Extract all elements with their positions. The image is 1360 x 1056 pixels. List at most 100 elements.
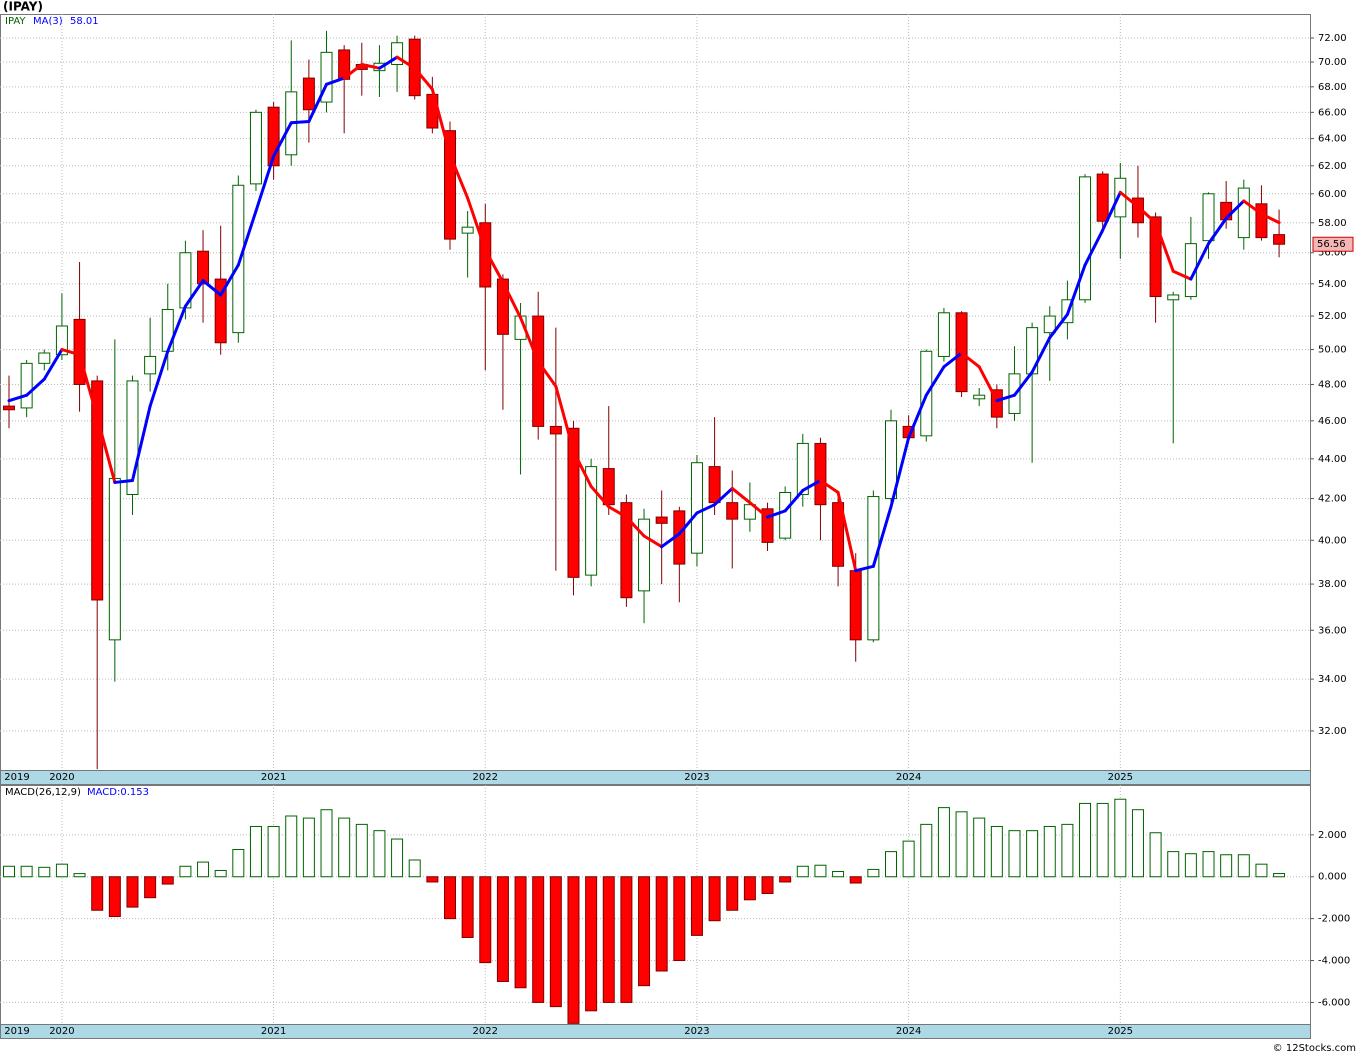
- ma-line: [42, 348, 64, 381]
- macd-bar: [532, 876, 545, 1003]
- macd-bar: [38, 866, 51, 878]
- y-tick-label: 2.000: [1318, 830, 1347, 841]
- ma-line: [377, 55, 399, 70]
- macd-bar: [373, 830, 386, 878]
- y-tick-label: 44.00: [1318, 454, 1347, 465]
- x-tick-label: 2019: [4, 772, 29, 783]
- macd-bar: [638, 876, 651, 987]
- ma-line: [360, 63, 381, 70]
- macd-bar: [726, 876, 739, 911]
- x-tick-label: 2025: [1108, 772, 1133, 783]
- candle-body: [690, 462, 703, 554]
- macd-bar: [567, 876, 580, 1024]
- x-tick-label: 2024: [896, 1026, 921, 1037]
- x-tick-label: 2025: [1108, 1026, 1133, 1037]
- macd-bar: [285, 815, 298, 878]
- macd-bar: [708, 876, 721, 922]
- macd-bar: [690, 876, 703, 936]
- ma-line: [342, 63, 364, 80]
- macd-bar: [197, 861, 210, 878]
- y-tick-label: -2.000: [1318, 914, 1350, 925]
- candle-body: [585, 466, 598, 576]
- legend-macd: MACD(26,12,9): [5, 787, 81, 798]
- macd-bar: [849, 876, 862, 884]
- macd-bar: [1061, 823, 1074, 878]
- candle-body: [126, 380, 139, 496]
- macd-bar: [867, 868, 880, 878]
- macd-bar: [885, 851, 897, 878]
- legend-ma-value: 58.01: [70, 16, 99, 27]
- ma-line: [1118, 190, 1140, 209]
- last-price-label: 56.56: [1317, 239, 1346, 250]
- ma-line: [589, 484, 611, 509]
- ma-line: [289, 119, 311, 125]
- macd-bar: [20, 865, 33, 878]
- candle-body: [1273, 234, 1286, 245]
- macd-bar: [1079, 802, 1092, 878]
- macd-bar: [232, 849, 245, 878]
- candle-body: [232, 184, 245, 334]
- macd-bar: [91, 876, 104, 911]
- candle-body: [638, 518, 651, 592]
- candle-body: [937, 312, 950, 357]
- candle-body: [496, 278, 509, 335]
- macd-bar: [832, 871, 845, 878]
- y-tick-label: -6.000: [1318, 997, 1350, 1008]
- candle-body: [602, 468, 615, 506]
- macd-bar: [267, 825, 280, 878]
- price-panel: [0, 14, 1311, 771]
- ma-line: [624, 515, 646, 538]
- macd-bar: [973, 817, 986, 878]
- ma-line: [1259, 212, 1281, 225]
- macd-panel: [0, 785, 1311, 1025]
- macd-bar: [320, 809, 333, 878]
- candle-body: [91, 380, 104, 601]
- ma-line: [536, 360, 558, 388]
- macd-bar: [1255, 863, 1268, 878]
- candle-body: [20, 362, 33, 409]
- ma-line: [836, 490, 858, 573]
- ma-line: [448, 153, 470, 200]
- ma-line: [413, 66, 434, 91]
- macd-bar: [549, 876, 562, 1008]
- ma-line: [7, 393, 29, 403]
- candle-body: [444, 130, 456, 240]
- y-tick-label: -4.000: [1318, 956, 1350, 967]
- ma-line: [960, 351, 981, 369]
- y-tick-label: 72.00: [1318, 33, 1347, 44]
- ma-line: [1189, 242, 1211, 281]
- ma-line: [1224, 199, 1246, 220]
- ma-line: [748, 501, 770, 519]
- candle-body: [55, 325, 68, 356]
- ma-line: [483, 248, 505, 284]
- y-tick-label: 68.00: [1318, 82, 1347, 93]
- ma-line: [1048, 312, 1069, 340]
- macd-bar: [108, 876, 121, 918]
- macd-bar: [444, 876, 456, 920]
- ma-line: [501, 280, 523, 320]
- y-tick-label: 70.00: [1318, 57, 1347, 68]
- ma-line: [1242, 199, 1263, 216]
- macd-bar: [1026, 830, 1039, 878]
- candle-body: [532, 315, 545, 427]
- macd-bar: [3, 865, 15, 878]
- candle-body: [990, 389, 1003, 418]
- ma-line: [95, 415, 117, 484]
- candle-body: [779, 491, 792, 539]
- candle-body: [1079, 176, 1092, 301]
- x-tick-label: 2021: [261, 772, 286, 783]
- candle-body: [214, 278, 227, 344]
- macd-bar: [1096, 802, 1109, 878]
- macd-bar: [937, 807, 950, 878]
- footer: © 12Stocks.com: [1273, 1043, 1356, 1054]
- candle-body: [1255, 203, 1268, 239]
- candle-body: [743, 504, 756, 520]
- macd-bar: [461, 876, 474, 938]
- y-tick-label: 38.00: [1318, 579, 1347, 590]
- x-axis-band: [0, 770, 1311, 785]
- x-tick-label: 2022: [473, 772, 498, 783]
- ma-line: [1136, 205, 1158, 225]
- ma-line: [1083, 228, 1105, 267]
- macd-bar: [761, 876, 774, 895]
